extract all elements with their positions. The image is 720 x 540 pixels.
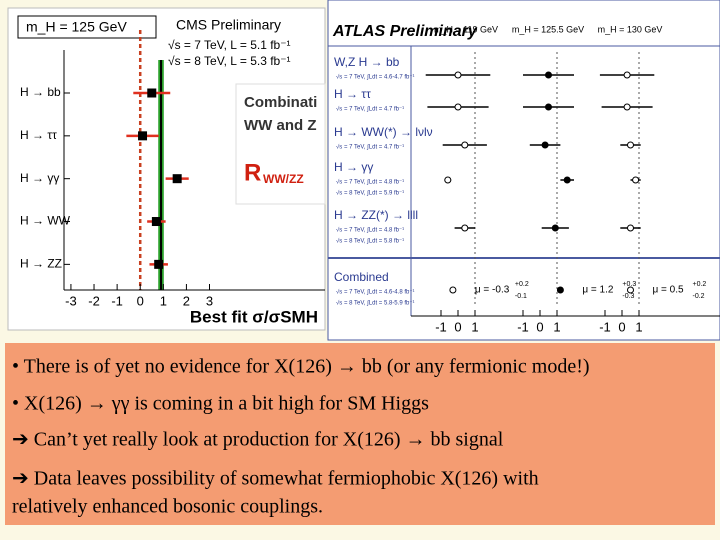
category-note: √s = 7 TeV, ∫Ldt = 4.6-4.7 fb⁻¹ (336, 74, 415, 81)
point (461, 224, 469, 232)
legend-entry: √s = 7 TeV, L = 5.1 fb⁻¹ (168, 38, 291, 52)
bullet: • There is of yet no evidence for X(126)… (12, 356, 590, 378)
atlas-frame (327, 0, 720, 341)
category-label: H → ττ (334, 87, 371, 101)
text-box (5, 343, 715, 525)
category-label: H → γγ (334, 160, 373, 174)
point (138, 131, 148, 141)
point (154, 259, 164, 269)
x-tick-label: 0 (454, 319, 461, 334)
x-tick-label: -1 (599, 319, 611, 334)
value-label-error: +0.3 (622, 281, 636, 288)
point (172, 174, 182, 184)
x-tick-label: 2 (183, 293, 190, 308)
x-tick-label: 0 (618, 319, 625, 334)
value-label-error: -0.2 (693, 293, 705, 300)
point (545, 71, 552, 79)
bullet: ➔ Data leaves possibility of somewhat fe… (12, 468, 539, 490)
value-label-error: -0.1 (515, 293, 527, 300)
inset-text: Combinati (244, 94, 317, 111)
point (551, 224, 559, 232)
x-tick-label: -1 (517, 319, 529, 334)
chart-title: CMS Preliminary (176, 17, 281, 33)
category-label: H → ZZ(*) → llll (334, 208, 418, 222)
x-tick-label: 0 (536, 319, 543, 334)
category-label: H → WW(*) → lνlν (334, 125, 433, 139)
x-tick-label: 3 (206, 293, 213, 308)
point (454, 71, 462, 79)
x-tick-label: 1 (553, 319, 560, 334)
point (556, 286, 564, 294)
x-tick-label: -1 (435, 319, 447, 334)
annotation-box (17, 15, 157, 39)
point (444, 176, 452, 184)
value-label: μ = -0.3 (475, 285, 510, 296)
category-label: H → bb (20, 85, 61, 99)
category-note: √s = 7 TeV, ∫Ldt = 4.8 fb⁻¹ (336, 227, 404, 234)
category-note: √s = 8 TeV, ∫Ldt = 5.8-5.9 fb⁻¹ (336, 300, 415, 307)
category-label: H → WW (20, 214, 71, 228)
x-tick-label: -3 (65, 293, 77, 308)
value-label-error: +0.2 (693, 281, 707, 288)
inset-text: WW and Z (244, 117, 316, 134)
value-label: μ = 0.5 (653, 285, 684, 296)
category-note: √s = 8 TeV, ∫Ldt = 5.8 fb⁻¹ (336, 238, 404, 245)
panel-title: m_H = 130 GeV (598, 24, 663, 34)
legend-entry: √s = 8 TeV, L = 5.3 fb⁻¹ (168, 54, 291, 68)
category-note: √s = 7 TeV, ∫Ldt = 4.6-4.8 fb⁻¹ (336, 289, 415, 296)
point (541, 141, 549, 149)
category-label: Combined (334, 270, 389, 284)
x-tick-label: 1 (471, 319, 478, 334)
point (454, 103, 462, 111)
x-tick-label: -1 (111, 293, 123, 308)
panel-title: m_H = 125.5 GeV (512, 24, 584, 34)
panel-title: m_H = 119 GeV (434, 24, 498, 34)
point (627, 141, 634, 149)
chart-title: ATLAS Preliminary (332, 23, 478, 40)
point (623, 71, 631, 79)
value-label-error: +0.2 (515, 281, 529, 288)
bullet: ➔ Can’t yet really look at production fo… (12, 429, 504, 451)
point (632, 176, 640, 184)
x-tick-label: 1 (160, 293, 167, 308)
point (449, 286, 457, 294)
x-axis-label: Best fit σ/σSMH (190, 307, 318, 326)
annotation: m_H = 125 GeV (26, 19, 127, 35)
point (461, 141, 469, 149)
point (545, 103, 552, 111)
x-tick-label: 1 (635, 319, 642, 334)
point (563, 176, 571, 184)
x-tick-label: -2 (88, 293, 100, 308)
point (627, 286, 634, 294)
category-note: √s = 7 TeV, ∫Ldt = 4.8 fb⁻¹ (336, 179, 404, 186)
point (623, 103, 631, 111)
category-label: W,Z H → bb (334, 55, 400, 69)
x-tick-label: 0 (137, 293, 144, 308)
category-label: H → ZZ (20, 257, 62, 271)
category-note: √s = 7 TeV, ∫Ldt = 4.7 fb⁻¹ (336, 106, 404, 113)
inset-text: WW/ZZ (263, 172, 304, 186)
inset-text: R (244, 159, 261, 186)
value-label-error: -0.3 (622, 293, 634, 300)
category-label: H → γγ (20, 171, 59, 185)
bullet: • X(126) → γγ is coming in a bit high fo… (12, 393, 429, 415)
inset (235, 83, 326, 205)
point (151, 217, 161, 227)
point (147, 88, 157, 98)
category-note: √s = 8 TeV, ∫Ldt = 5.9 fb⁻¹ (336, 190, 404, 197)
category-label: H → ττ (20, 128, 57, 142)
point (627, 224, 634, 232)
bullet: relatively enhanced bosonic couplings. (12, 496, 323, 518)
value-label: μ = 1.2 (582, 285, 613, 296)
category-note: √s = 7 TeV, ∫Ldt = 4.7 fb⁻¹ (336, 144, 404, 151)
